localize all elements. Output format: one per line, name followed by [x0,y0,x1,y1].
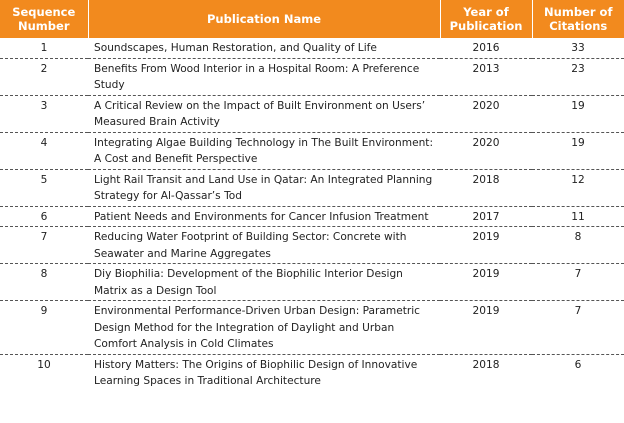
citations-cell: 7 [532,263,624,301]
table-row: 7 Reducing Water Footprint of Building S… [0,226,624,264]
year-cell: 2019 [440,263,532,301]
year-cell: 2018 [440,169,532,207]
citations-cell: 23 [532,58,624,96]
table-row: 2 Benefits From Wood Interior in a Hospi… [0,58,624,96]
sequence-cell: 5 [0,169,88,207]
sequence-cell: 7 [0,226,88,264]
citations-cell: 7 [532,300,624,355]
year-cell: 2020 [440,95,532,133]
sequence-cell: 4 [0,132,88,170]
sequence-cell: 9 [0,300,88,355]
year-cell: 2019 [440,300,532,355]
citations-cell: 19 [532,95,624,133]
sequence-cell: 6 [0,206,88,227]
table-row: 6 Patient Needs and Environments for Can… [0,206,624,227]
table-header-row: Sequence Number Publication Name Year of… [0,0,624,38]
header-number-of-citations: Number of Citations [532,0,624,38]
table-row: 4 Integrating Algae Building Technology … [0,132,624,170]
citations-cell: 19 [532,132,624,170]
table-row: 9 Environmental Performance-Driven Urban… [0,300,624,355]
citations-cell: 6 [574,358,582,371]
year-cell: 2019 [440,226,532,264]
publication-name-cell: Benefits From Wood Interior in a Hospita… [88,58,440,96]
header-sequence-number: Sequence Number [0,0,89,38]
publication-name-cell: Light Rail Transit and Land Use in Qatar… [88,169,440,207]
year-cell: 2018 [472,358,500,371]
publication-name-cell: A Critical Review on the Impact of Built… [88,95,440,133]
publication-name-cell: Patient Needs and Environments for Cance… [88,206,440,227]
header-publication-name: Publication Name [88,0,441,38]
year-cell: 2017 [440,206,532,227]
publication-name-cell: Soundscapes, Human Restoration, and Qual… [88,38,440,59]
citations-cell: 12 [532,169,624,207]
publication-name-cell: Integrating Algae Building Technology in… [88,132,440,170]
sequence-cell: 8 [0,263,88,301]
publication-name-cell: Environmental Performance-Driven Urban D… [88,300,440,355]
sequence-cell: 3 [0,95,88,133]
citations-cell: 33 [532,38,624,59]
year-cell: 2020 [440,132,532,170]
table-row: 1 Soundscapes, Human Restoration, and Qu… [0,38,624,59]
sequence-cell: 2 [0,58,88,96]
publications-table: Sequence Number Publication Name Year of… [0,0,624,391]
publication-name-cell: Reducing Water Footprint of Building Sec… [88,226,440,264]
table-row: 5 Light Rail Transit and Land Use in Qat… [0,169,624,207]
table-row: 10 History Matters: The Origins of Bioph… [0,354,624,391]
publication-name-cell: Diy Biophilia: Development of the Biophi… [88,263,440,301]
citations-cell: 8 [532,226,624,264]
table-row: 8 Diy Biophilia: Development of the Biop… [0,263,624,301]
header-year-of-publication: Year of Publication [440,0,533,38]
sequence-cell: 10 [37,358,51,371]
year-cell: 2016 [440,38,532,59]
citations-cell: 11 [532,206,624,227]
publication-name-cell: History Matters: The Origins of Biophili… [94,358,418,388]
year-cell: 2013 [440,58,532,96]
sequence-cell: 1 [0,38,88,59]
table-row: 3 A Critical Review on the Impact of Bui… [0,95,624,133]
